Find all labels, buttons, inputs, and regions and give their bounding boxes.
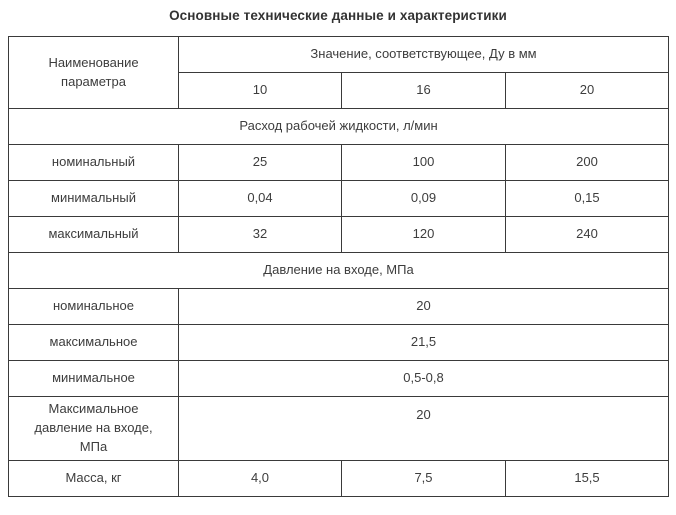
cell-value: 32	[178, 216, 342, 253]
table-header-row-2: 10 16 20	[9, 72, 670, 109]
cell-value: 20	[177, 396, 670, 461]
cell-value: 120	[341, 216, 506, 253]
row-label: максимальный	[8, 216, 179, 253]
page-title: Основные технические данные и характерис…	[169, 8, 507, 23]
table-row-max-pressure: Максимальное давление на входе, МПа 20	[8, 396, 670, 461]
page: Основные технические данные и характерис…	[0, 8, 676, 497]
row-label: Максимальное давление на входе, МПа	[8, 396, 179, 461]
table-row-pressure-minimal: минимальное 0,5-0,8	[8, 360, 670, 397]
table-row-flow-nominal: номинальный 25 100 200	[8, 144, 670, 181]
cell-value: 0,5-0,8	[177, 360, 670, 397]
header-dn10-cell: 10	[178, 72, 342, 109]
row-label: номинальное	[8, 288, 179, 325]
header-value-cell: Значение, соответствующее, Ду в мм	[177, 36, 670, 73]
specs-table: Наименование параметра Значение, соответ…	[7, 36, 670, 497]
cell-value: 20	[177, 288, 670, 325]
header-param-cell: Наименование параметра	[8, 36, 179, 109]
cell-value: 100	[341, 144, 506, 181]
section-title-pressure: Давление на входе, МПа	[7, 252, 670, 289]
header-dn20-cell: 20	[504, 72, 670, 109]
table-row-flow-minimal: минимальный 0,04 0,09 0,15	[8, 180, 670, 217]
cell-value: 0,15	[504, 180, 670, 217]
cell-value: 200	[504, 144, 670, 181]
cell-value: 21,5	[177, 324, 670, 361]
cell-value: 0,09	[341, 180, 506, 217]
row-label: минимальное	[8, 360, 179, 397]
cell-value: 25	[178, 144, 342, 181]
cell-value: 15,5	[504, 459, 670, 497]
row-label: минимальный	[8, 180, 179, 217]
table-row-flow-maximal: максимальный 32 120 240	[8, 216, 670, 253]
table-header-row-1: Наименование параметра Значение, соответ…	[8, 36, 670, 109]
row-label: Масса, кг	[8, 459, 179, 497]
header-dn16-cell: 16	[341, 72, 506, 109]
table-row-mass: Масса, кг 4,0 7,5 15,5	[8, 459, 670, 497]
table-row-pressure-nominal: номинальное 20	[8, 288, 670, 325]
cell-value: 0,04	[178, 180, 342, 217]
table-row-pressure-maximal: максимальное 21,5	[8, 324, 670, 361]
cell-value: 240	[504, 216, 670, 253]
section-header-row-flow: Расход рабочей жидкости, л/мин	[7, 108, 670, 145]
row-label: максимальное	[8, 324, 179, 361]
row-label: номинальный	[8, 144, 179, 181]
section-title-flow: Расход рабочей жидкости, л/мин	[7, 108, 670, 145]
cell-value: 4,0	[178, 459, 342, 497]
cell-value: 7,5	[341, 459, 506, 497]
section-header-row-pressure: Давление на входе, МПа	[7, 252, 670, 289]
